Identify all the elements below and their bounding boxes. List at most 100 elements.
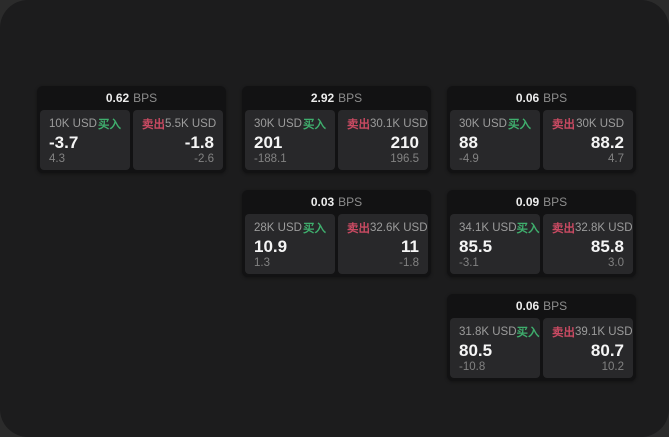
sell-sub-value: 10.2	[601, 360, 624, 373]
buy-side-label: 买入	[303, 119, 326, 131]
sell-quote-panel[interactable]: 卖出 5.5K USD -1.8 -2.6	[133, 110, 223, 170]
sell-panel-top: 卖出 32.8K USD	[552, 220, 633, 236]
quote-card: 0.06 BPS 30K USD 买入 88 -4.9 卖出 30K USD 8…	[447, 86, 636, 173]
buy-side-label: 买入	[303, 223, 326, 235]
spread-value: 0.62	[105, 91, 130, 105]
buy-panel-top: 30K USD 买入	[254, 116, 326, 132]
quote-card: 2.92 BPS 30K USD 买入 201 -188.1 卖出 30.1K …	[242, 86, 431, 173]
buy-panel-top: 34.1K USD 买入	[459, 220, 540, 236]
buy-price: 85.5	[459, 237, 493, 257]
sell-quote-panel[interactable]: 卖出 39.1K USD 80.7 10.2	[543, 318, 633, 378]
sell-quote-panel[interactable]: 卖出 30K USD 88.2 4.7	[543, 110, 633, 170]
buy-side-label: 买入	[516, 327, 540, 339]
bps-unit-label: BPS	[543, 195, 568, 209]
buy-quote-panel[interactable]: 30K USD 买入 201 -188.1	[245, 110, 335, 170]
bps-unit-label: BPS	[133, 91, 158, 105]
buy-side-label: 买入	[508, 119, 531, 131]
spread-header: 0.62 BPS	[37, 86, 226, 110]
sell-notional: 32.8K USD	[575, 222, 633, 234]
sell-sub-value: 3.0	[608, 256, 624, 269]
quote-card: 0.09 BPS 34.1K USD 买入 85.5 -3.1 卖出 32.8K…	[447, 190, 636, 277]
buy-quote-panel[interactable]: 28K USD 买入 10.9 1.3	[245, 214, 335, 274]
buy-notional: 30K USD	[254, 118, 302, 130]
sell-panel-top: 卖出 30K USD	[552, 116, 624, 132]
sell-price: 11	[401, 237, 419, 257]
buy-panel-top: 31.8K USD 买入	[459, 324, 540, 340]
sell-sub-value: 196.5	[390, 152, 419, 165]
bps-unit-label: BPS	[543, 299, 568, 313]
buy-quote-panel[interactable]: 30K USD 买入 88 -4.9	[450, 110, 540, 170]
buy-panel-top: 28K USD 买入	[254, 220, 326, 236]
spread-header: 0.03 BPS	[242, 190, 431, 214]
sell-price: 80.7	[590, 341, 624, 361]
sell-panel-top: 卖出 5.5K USD	[142, 116, 216, 132]
spread-value: 0.06	[515, 299, 540, 313]
buy-sub-value: -10.8	[459, 360, 486, 373]
sell-price: 85.8	[590, 237, 624, 257]
quote-card-grid: 0.62 BPS 10K USD 买入 -3.7 4.3 卖出 5.5K USD…	[37, 86, 636, 381]
quote-card-body: 30K USD 买入 201 -188.1 卖出 30.1K USD 210 1…	[242, 110, 431, 173]
buy-price: -3.7	[49, 133, 79, 153]
sell-panel-top: 卖出 39.1K USD	[552, 324, 633, 340]
buy-sub-value: -4.9	[459, 152, 479, 165]
spread-header: 0.06 BPS	[447, 86, 636, 110]
buy-quote-panel[interactable]: 34.1K USD 买入 85.5 -3.1	[450, 214, 540, 274]
sell-sub-value: 4.7	[608, 152, 624, 165]
spread-value: 2.92	[310, 91, 335, 105]
sell-quote-panel[interactable]: 卖出 30.1K USD 210 196.5	[338, 110, 428, 170]
buy-quote-panel[interactable]: 10K USD 买入 -3.7 4.3	[40, 110, 130, 170]
quote-card-body: 31.8K USD 买入 80.5 -10.8 卖出 39.1K USD 80.…	[447, 318, 636, 381]
sell-side-label: 卖出	[552, 119, 575, 131]
sell-panel-top: 卖出 32.6K USD	[347, 220, 428, 236]
sell-notional: 30K USD	[576, 118, 624, 130]
sell-price: 88.2	[590, 133, 624, 153]
sell-side-label: 卖出	[552, 223, 575, 235]
buy-price: 201	[254, 133, 283, 153]
quote-card: 0.03 BPS 28K USD 买入 10.9 1.3 卖出 32.6K US…	[242, 190, 431, 277]
sell-quote-panel[interactable]: 卖出 32.6K USD 11 -1.8	[338, 214, 428, 274]
buy-sub-value: 1.3	[254, 256, 270, 269]
sell-notional: 30.1K USD	[370, 118, 428, 130]
sell-side-label: 卖出	[347, 119, 370, 131]
buy-quote-panel[interactable]: 31.8K USD 买入 80.5 -10.8	[450, 318, 540, 378]
buy-side-label: 买入	[98, 119, 121, 131]
quote-card-body: 28K USD 买入 10.9 1.3 卖出 32.6K USD 11 -1.8	[242, 214, 431, 277]
buy-sub-value: -188.1	[254, 152, 287, 165]
bps-unit-label: BPS	[338, 91, 363, 105]
buy-price: 10.9	[254, 237, 288, 257]
buy-notional: 28K USD	[254, 222, 302, 234]
buy-notional: 34.1K USD	[459, 222, 517, 234]
sell-price: 210	[390, 133, 419, 153]
quote-card: 0.06 BPS 31.8K USD 买入 80.5 -10.8 卖出 39.1…	[447, 294, 636, 381]
sell-notional: 32.6K USD	[370, 222, 428, 234]
buy-notional: 31.8K USD	[459, 326, 517, 338]
sell-quote-panel[interactable]: 卖出 32.8K USD 85.8 3.0	[543, 214, 633, 274]
spread-header: 0.06 BPS	[447, 294, 636, 318]
sell-side-label: 卖出	[142, 119, 165, 131]
sell-sub-value: -2.6	[194, 152, 214, 165]
sell-notional: 39.1K USD	[575, 326, 633, 338]
buy-sub-value: -3.1	[459, 256, 479, 269]
quote-card-body: 10K USD 买入 -3.7 4.3 卖出 5.5K USD -1.8 -2.…	[37, 110, 226, 173]
quote-card: 0.62 BPS 10K USD 买入 -3.7 4.3 卖出 5.5K USD…	[37, 86, 226, 173]
buy-panel-top: 10K USD 买入	[49, 116, 121, 132]
spread-value: 0.03	[310, 195, 335, 209]
spread-value: 0.06	[515, 91, 540, 105]
buy-sub-value: 4.3	[49, 152, 65, 165]
sell-side-label: 卖出	[347, 223, 370, 235]
spread-value: 0.09	[515, 195, 540, 209]
bps-unit-label: BPS	[543, 91, 568, 105]
sell-side-label: 卖出	[552, 327, 575, 339]
buy-notional: 10K USD	[49, 118, 97, 130]
buy-notional: 30K USD	[459, 118, 507, 130]
sell-price: -1.8	[184, 133, 214, 153]
bps-unit-label: BPS	[338, 195, 363, 209]
buy-price: 88	[459, 133, 478, 153]
buy-panel-top: 30K USD 买入	[459, 116, 531, 132]
sell-sub-value: -1.8	[399, 256, 419, 269]
sell-panel-top: 卖出 30.1K USD	[347, 116, 428, 132]
quote-card-body: 34.1K USD 买入 85.5 -3.1 卖出 32.8K USD 85.8…	[447, 214, 636, 277]
quote-card-body: 30K USD 买入 88 -4.9 卖出 30K USD 88.2 4.7	[447, 110, 636, 173]
